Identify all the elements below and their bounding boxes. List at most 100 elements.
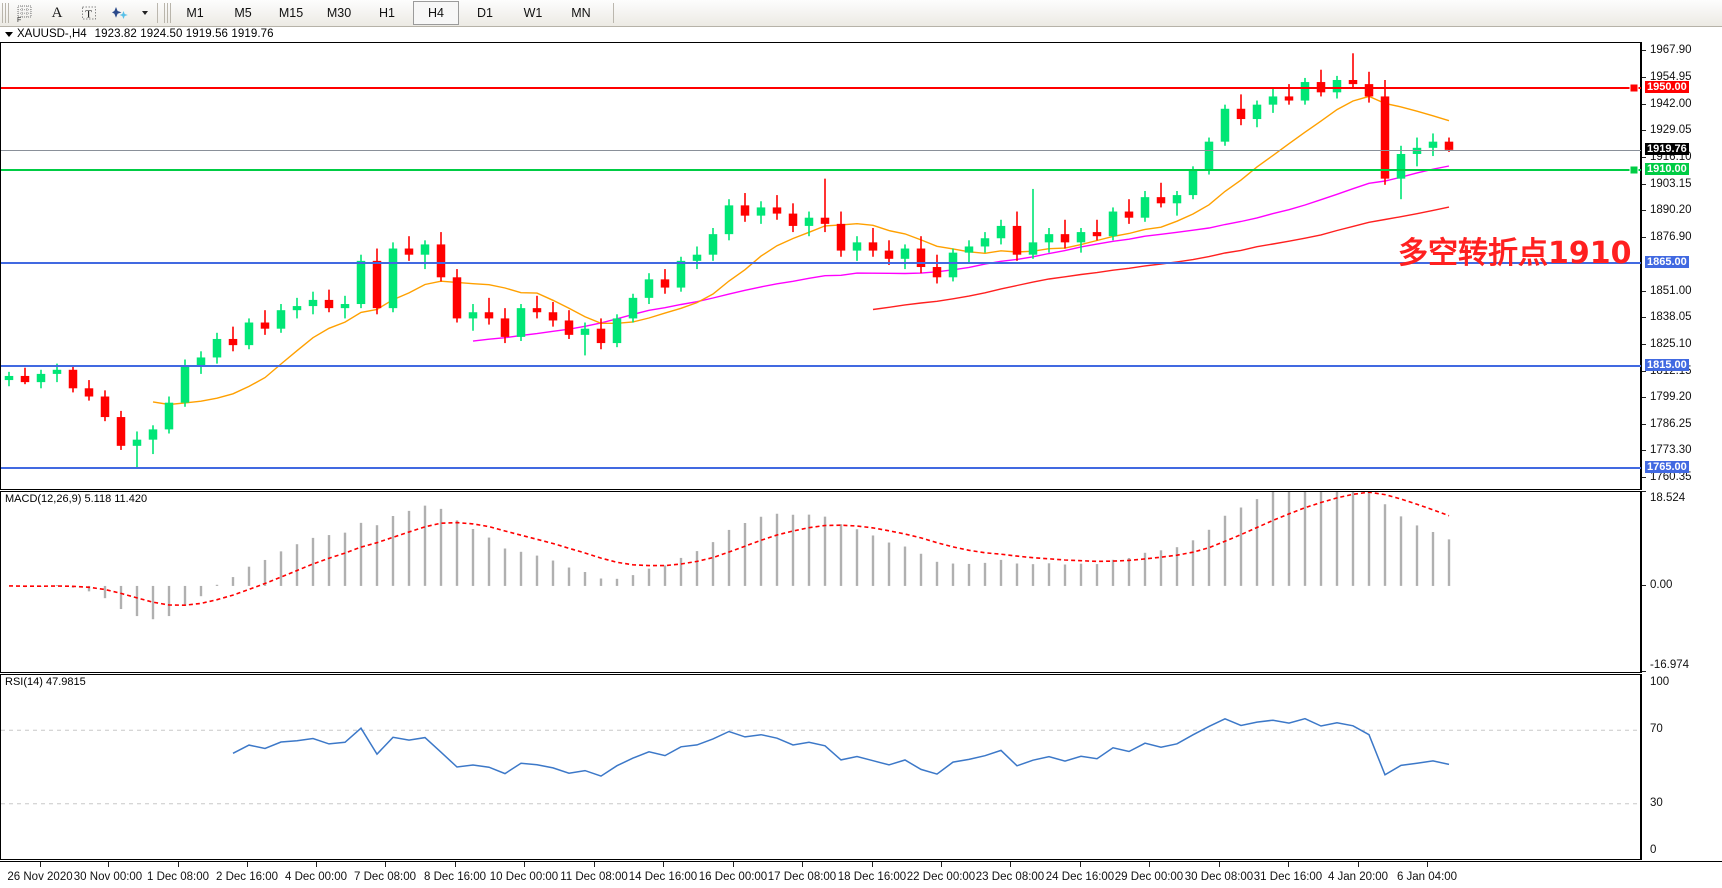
axis-tick	[1642, 423, 1646, 425]
time-tick	[316, 862, 317, 867]
timeframe-d1[interactable]: D1	[477, 6, 493, 20]
timeframe-m30[interactable]: M30	[326, 6, 352, 20]
macd-title: MACD(12,26,9) 5.118 11.420	[5, 493, 148, 505]
rsi-pane[interactable]: RSI(14) 47.9815	[0, 674, 1641, 860]
time-tick-label: 26 Nov 2020	[7, 871, 73, 883]
rsi-title: RSI(14) 47.9815	[5, 676, 86, 688]
rsi-axis[interactable]: 100 70 30 0	[1641, 674, 1722, 860]
time-tick-label: 10 Dec 00:00	[489, 871, 559, 883]
time-tick-label: 2 Dec 16:00	[215, 871, 279, 883]
time-tick-label: 30 Nov 00:00	[73, 871, 143, 883]
level-handle[interactable]	[1629, 165, 1639, 175]
time-tick	[663, 862, 664, 867]
toolbar-separator-2	[613, 3, 614, 23]
price-tick-label: 1890.20	[1650, 204, 1692, 217]
toolbar: F A T M1 M5 M15 M30 H1 H4 D1 W1 MN	[0, 0, 1722, 27]
time-tick	[1219, 862, 1220, 867]
price-tick-label: 1786.25	[1650, 417, 1692, 430]
time-tick-label: 31 Dec 16:00	[1253, 871, 1323, 883]
price-level-1765-00[interactable]	[1, 467, 1642, 470]
time-tick	[941, 862, 942, 867]
price-level-label-1765-00[interactable]: 1765.00	[1645, 461, 1689, 474]
time-tick	[178, 862, 179, 867]
objects-tool-icon[interactable]	[106, 2, 136, 24]
time-tick-label: 8 Dec 16:00	[423, 871, 487, 883]
timeframe-h1[interactable]: H1	[379, 6, 395, 20]
macd-canvas[interactable]	[1, 492, 1640, 672]
time-tick	[802, 862, 803, 867]
axis-tick	[1642, 450, 1646, 452]
time-tick-label: 11 Dec 08:00	[560, 871, 628, 883]
time-tick	[1080, 862, 1081, 867]
time-tick-label: 1 Dec 08:00	[146, 871, 210, 883]
price-level-1919-76[interactable]	[1, 149, 1642, 151]
price-chart-pane[interactable]: 多空转折点1910	[0, 42, 1642, 490]
timeframe-grip[interactable]	[164, 3, 171, 23]
crosshair-grid-icon[interactable]: F	[10, 2, 40, 24]
rsi-tick-label: 30	[1650, 796, 1663, 809]
price-tick-label: 1954.95	[1650, 71, 1692, 84]
macd-tick-label: 18.524	[1650, 492, 1686, 504]
timeframe-m5[interactable]: M5	[234, 6, 252, 20]
price-axis[interactable]: 1967.90 1954.95 1942.00 1929.05 1916.10 1903.…	[1641, 42, 1722, 490]
macd-axis[interactable]: 18.524 0.00 -16.974	[1641, 491, 1722, 673]
axis-tick	[1642, 397, 1646, 399]
timeframe-m15[interactable]: M15	[278, 6, 304, 20]
rsi-canvas[interactable]	[1, 675, 1640, 859]
price-tick-label: 1825.10	[1650, 337, 1692, 350]
axis-tick	[1642, 183, 1646, 185]
axis-tick	[1642, 584, 1646, 586]
price-level-label-1865-00[interactable]: 1865.00	[1645, 255, 1689, 268]
price-level-1865-00[interactable]	[1, 261, 1642, 264]
price-level-label-1910-00[interactable]: 1910.00	[1645, 163, 1689, 176]
time-tick	[40, 862, 41, 867]
objects-dropdown-arrow-icon[interactable]	[138, 2, 152, 24]
text-label-tool-icon[interactable]: T	[74, 2, 104, 24]
time-tick	[524, 862, 525, 867]
time-tick	[385, 862, 386, 867]
symbol-dropdown-icon[interactable]	[5, 31, 13, 37]
axis-tick	[1642, 103, 1646, 105]
axis-tick	[1642, 491, 1646, 492]
price-level-1815-00[interactable]	[1, 364, 1642, 367]
rsi-tick-label: 100	[1650, 676, 1670, 688]
level-handle[interactable]	[1629, 83, 1639, 93]
price-level-label-1815-00[interactable]: 1815.00	[1645, 358, 1689, 371]
time-tick	[1149, 862, 1150, 867]
macd-tick-label: 0.00	[1650, 578, 1673, 591]
time-tick	[247, 862, 248, 867]
svg-text:F: F	[17, 17, 21, 22]
timeframe-m1[interactable]: M1	[186, 6, 204, 20]
rsi-tick-label: 0	[1650, 844, 1657, 856]
macd-pane[interactable]: MACD(12,26,9) 5.118 11.420	[0, 491, 1641, 673]
time-tick-label: 4 Dec 00:00	[284, 871, 348, 883]
time-tick-label: 24 Dec 16:00	[1045, 871, 1115, 883]
time-tick	[108, 862, 109, 867]
axis-tick	[1642, 77, 1646, 79]
time-tick	[1010, 862, 1011, 867]
price-level-label-1919-76[interactable]: 1919.76	[1645, 143, 1689, 156]
timeframe-w1[interactable]: W1	[523, 6, 543, 20]
ohlc-values: 1923.82 1924.50 1919.56 1919.76	[94, 28, 274, 40]
text-tool-icon[interactable]: A	[51, 4, 63, 21]
axis-tick	[1642, 370, 1646, 372]
price-chart-canvas[interactable]	[1, 43, 1640, 489]
price-tick-label: 1838.05	[1650, 311, 1692, 324]
time-tick	[1427, 862, 1428, 867]
symbol-name: XAUUSD-,H4	[17, 28, 87, 40]
axis-tick	[1642, 343, 1646, 345]
time-axis[interactable]: 26 Nov 2020 30 Nov 00:00 1 Dec 08:00 2 Dec …	[0, 861, 1722, 888]
price-tick-label: 1773.30	[1650, 444, 1692, 457]
price-level-1910-00[interactable]	[1, 169, 1642, 172]
timeframe-h4[interactable]: H4	[413, 1, 459, 25]
time-tick	[455, 862, 456, 867]
time-tick	[872, 862, 873, 867]
toolbar-grip[interactable]	[2, 3, 9, 23]
time-tick	[1358, 862, 1359, 867]
price-tick-label: 1876.90	[1650, 231, 1692, 244]
timeframe-mn[interactable]: MN	[571, 6, 591, 20]
price-level-1950-00[interactable]	[1, 87, 1642, 90]
time-tick-label: 23 Dec 08:00	[975, 871, 1045, 883]
price-level-label-1950-00[interactable]: 1950.00	[1645, 81, 1689, 94]
toolbar-separator	[157, 3, 158, 23]
